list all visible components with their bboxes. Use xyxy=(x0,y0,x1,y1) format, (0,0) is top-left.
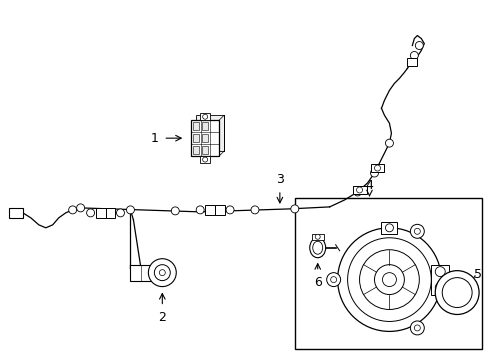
Circle shape xyxy=(413,325,420,331)
Bar xyxy=(215,205,224,215)
Circle shape xyxy=(154,265,170,280)
Bar xyxy=(311,234,323,240)
Circle shape xyxy=(290,205,298,213)
Circle shape xyxy=(315,234,320,239)
Text: 2: 2 xyxy=(158,311,166,324)
Circle shape xyxy=(330,276,336,283)
Text: 6: 6 xyxy=(313,276,321,289)
Circle shape xyxy=(86,209,94,217)
Bar xyxy=(202,134,207,142)
Circle shape xyxy=(409,224,424,238)
Circle shape xyxy=(225,206,234,214)
Text: 1: 1 xyxy=(150,132,158,145)
Circle shape xyxy=(116,209,124,217)
Circle shape xyxy=(370,169,378,177)
Bar xyxy=(202,122,207,130)
Circle shape xyxy=(359,250,419,310)
Circle shape xyxy=(77,204,84,212)
Circle shape xyxy=(202,114,207,119)
Circle shape xyxy=(250,206,259,214)
Bar xyxy=(191,120,219,156)
Circle shape xyxy=(434,271,478,315)
Bar xyxy=(370,164,384,172)
Circle shape xyxy=(159,270,165,276)
Circle shape xyxy=(382,273,396,287)
Circle shape xyxy=(171,207,179,215)
Bar xyxy=(196,115,224,151)
Bar xyxy=(294,198,481,349)
Circle shape xyxy=(434,267,444,276)
Circle shape xyxy=(414,41,423,50)
Circle shape xyxy=(196,206,203,214)
Bar xyxy=(95,208,105,218)
Text: 4: 4 xyxy=(365,179,373,192)
Circle shape xyxy=(326,273,340,287)
Bar xyxy=(200,156,210,163)
Circle shape xyxy=(337,228,440,332)
Bar xyxy=(430,265,448,294)
Circle shape xyxy=(409,51,417,59)
Circle shape xyxy=(353,188,361,196)
Ellipse shape xyxy=(312,241,322,254)
Circle shape xyxy=(356,187,362,193)
Bar xyxy=(200,113,210,120)
Circle shape xyxy=(126,206,134,214)
Circle shape xyxy=(374,165,380,171)
Bar xyxy=(193,146,198,154)
Circle shape xyxy=(441,278,471,307)
Text: 3: 3 xyxy=(275,173,283,186)
Bar xyxy=(205,205,215,215)
Circle shape xyxy=(148,259,176,287)
Bar xyxy=(193,122,198,130)
Circle shape xyxy=(413,228,420,234)
Circle shape xyxy=(434,283,444,293)
Circle shape xyxy=(202,157,207,162)
Ellipse shape xyxy=(309,238,325,258)
Circle shape xyxy=(385,139,393,147)
Bar xyxy=(381,222,397,234)
Bar xyxy=(9,208,23,218)
Bar xyxy=(407,58,416,67)
Bar xyxy=(130,265,152,280)
Circle shape xyxy=(374,265,404,294)
Circle shape xyxy=(68,206,77,214)
Circle shape xyxy=(409,321,424,335)
Bar xyxy=(352,186,366,194)
Text: 5: 5 xyxy=(473,268,481,281)
Bar xyxy=(193,134,198,142)
Bar xyxy=(202,146,207,154)
Bar xyxy=(105,208,115,218)
Circle shape xyxy=(385,224,393,232)
Circle shape xyxy=(347,238,430,321)
